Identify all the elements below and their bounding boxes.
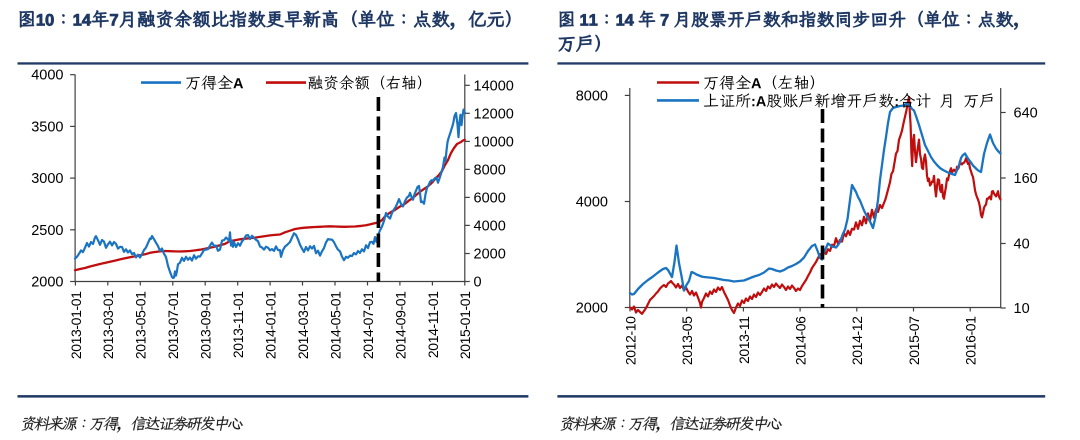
svg-text:8000: 8000 — [576, 88, 608, 104]
svg-text:2014-12: 2014-12 — [849, 316, 865, 365]
svg-text:4000: 4000 — [576, 195, 608, 211]
svg-text:2000: 2000 — [474, 247, 506, 263]
svg-text:2013-01-01: 2013-01-01 — [68, 291, 84, 359]
svg-text:2014-05-01: 2014-05-01 — [327, 291, 343, 359]
svg-text:2015-01-01: 2015-01-01 — [457, 291, 473, 359]
svg-text:8000: 8000 — [474, 162, 506, 178]
svg-text:640: 640 — [1014, 106, 1038, 122]
svg-text:2014-01-01: 2014-01-01 — [263, 291, 279, 359]
svg-text:0: 0 — [474, 275, 482, 291]
svg-text:10: 10 — [1014, 301, 1030, 317]
svg-text:40: 40 — [1014, 237, 1030, 253]
svg-text:2013-05: 2013-05 — [679, 316, 695, 365]
svg-text:2014-07-01: 2014-07-01 — [360, 291, 376, 359]
svg-text:2014-11-01: 2014-11-01 — [425, 291, 441, 358]
svg-text:4000: 4000 — [31, 68, 63, 84]
svg-text:2015-07: 2015-07 — [906, 316, 922, 365]
svg-text:2013-11: 2013-11 — [736, 316, 752, 364]
svg-text:2000: 2000 — [576, 301, 608, 317]
svg-text:10000: 10000 — [474, 134, 514, 150]
svg-text:2013-03-01: 2013-03-01 — [100, 291, 116, 359]
svg-text:2014-03-01: 2014-03-01 — [295, 291, 311, 359]
svg-text:2013-09-01: 2013-09-01 — [198, 291, 214, 359]
svg-text:12000: 12000 — [474, 106, 514, 122]
svg-text:2000: 2000 — [31, 275, 63, 291]
svg-text:2012-10: 2012-10 — [622, 316, 638, 365]
svg-text:6000: 6000 — [474, 190, 506, 206]
svg-text:14000: 14000 — [474, 78, 514, 94]
svg-text:2013-05-01: 2013-05-01 — [133, 291, 149, 359]
svg-text:2013-07-01: 2013-07-01 — [165, 291, 181, 359]
svg-text:4000: 4000 — [474, 218, 506, 234]
svg-text:3000: 3000 — [31, 171, 63, 187]
svg-text:2014-06: 2014-06 — [793, 316, 809, 365]
svg-text:2500: 2500 — [31, 223, 63, 239]
svg-text:2016-01: 2016-01 — [963, 316, 979, 365]
svg-text:160: 160 — [1014, 171, 1038, 187]
svg-text:2014-09-01: 2014-09-01 — [392, 291, 408, 359]
svg-text:3500: 3500 — [31, 119, 63, 135]
svg-text:2013-11-01: 2013-11-01 — [230, 291, 246, 358]
